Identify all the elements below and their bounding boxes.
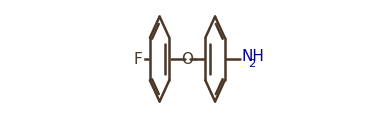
Text: F: F	[134, 51, 142, 67]
Text: NH: NH	[242, 49, 264, 64]
Text: O: O	[181, 51, 193, 67]
Text: 2: 2	[248, 59, 255, 69]
